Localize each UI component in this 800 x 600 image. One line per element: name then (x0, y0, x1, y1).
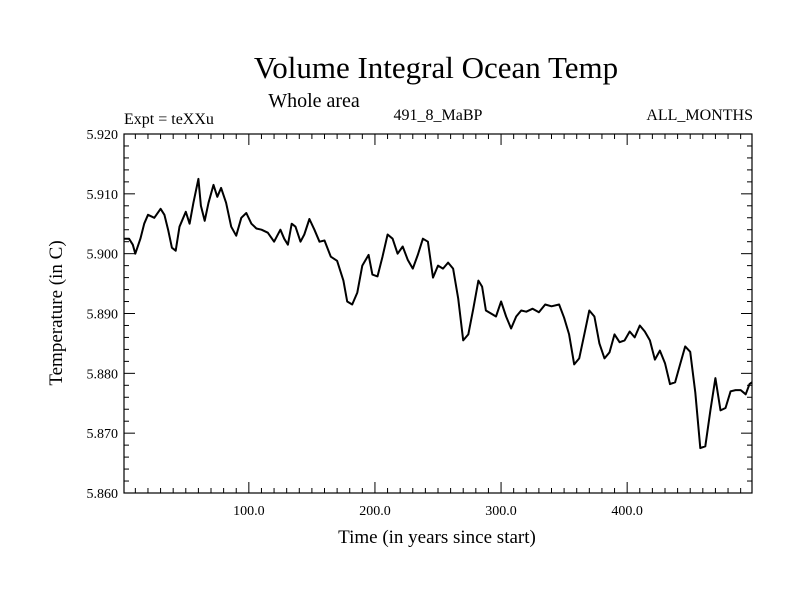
y-tick-label: 5.860 (87, 487, 119, 502)
x-tick-label: 200.0 (359, 504, 391, 519)
y-tick-label: 5.910 (87, 188, 119, 203)
axis-ticks (124, 133, 752, 494)
x-tick-label: 100.0 (233, 504, 265, 519)
y-tick-labels: 5.860 5.870 5.880 5.890 5.900 5.910 5.920 (87, 128, 119, 502)
y-tick-label: 5.900 (87, 248, 119, 263)
run-label: 491_8_MaBP (394, 107, 483, 124)
y-axis-label: Temperature (in C) (46, 240, 67, 385)
y-tick-label: 5.890 (87, 308, 119, 323)
chart-title: Volume Integral Ocean Temp (254, 50, 618, 85)
plot-frame (123, 133, 753, 494)
x-tick-labels: 100.0 200.0 300.0 400.0 (233, 504, 643, 519)
series-line (124, 177, 753, 450)
y-tick-label: 5.920 (87, 128, 119, 143)
y-tick-label: 5.880 (87, 367, 119, 382)
x-tick-label: 400.0 (611, 504, 643, 519)
x-tick-label: 300.0 (485, 504, 517, 519)
period-label: ALL_MONTHS (646, 107, 753, 124)
x-axis-label: Time (in years since start) (338, 527, 536, 548)
y-tick-label: 5.870 (87, 427, 119, 442)
experiment-label: Expt = teXXu (124, 111, 214, 128)
chart-subtitle: Whole area (268, 90, 360, 112)
